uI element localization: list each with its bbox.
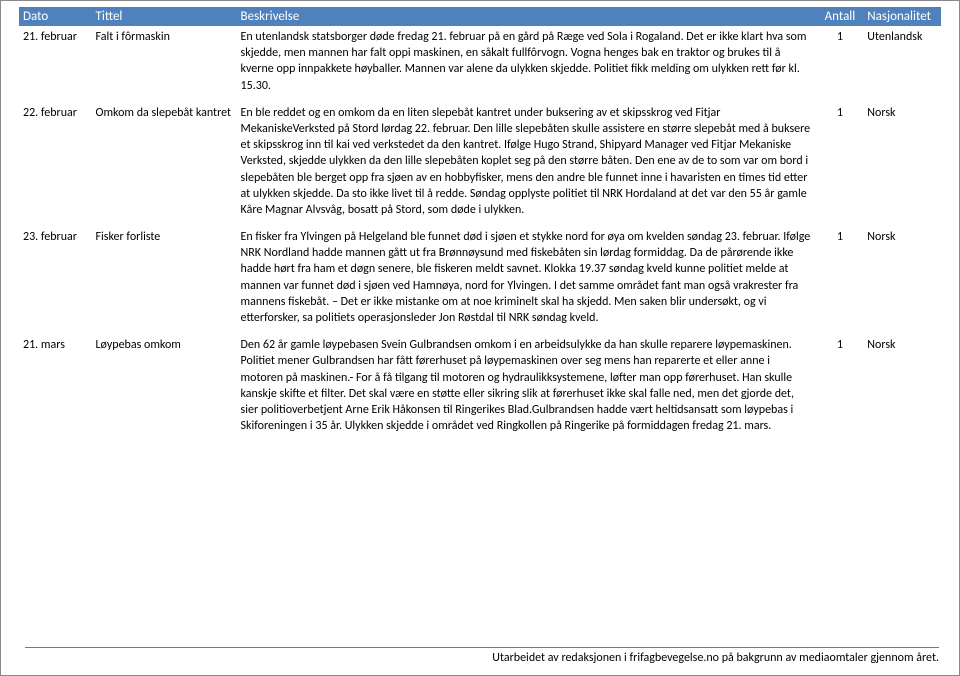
- cell-nasjonalitet: Norsk: [863, 334, 941, 442]
- table-row: 21. februar Falt i fôrmaskin En utenland…: [19, 26, 941, 102]
- cell-dato: 23. februar: [19, 226, 92, 334]
- table-row: 21. mars Løypebas omkom Den 62 år gamle …: [19, 334, 941, 442]
- cell-tittel: Falt i fôrmaskin: [92, 26, 237, 102]
- cell-tittel: Fisker forliste: [92, 226, 237, 334]
- cell-nasjonalitet: Norsk: [863, 226, 941, 334]
- cell-beskrivelse: En utenlandsk statsborger døde fredag 21…: [237, 26, 817, 102]
- cell-tittel: Løypebas omkom: [92, 334, 237, 442]
- cell-beskrivelse: Den 62 år gamle løypebasen Svein Gulbran…: [237, 334, 817, 442]
- col-header-tittel: Tittel: [92, 7, 237, 26]
- cell-antall: 1: [817, 334, 864, 442]
- cell-nasjonalitet: Utenlandsk: [863, 26, 941, 102]
- cell-beskrivelse: En ble reddet og en omkom da en liten sl…: [237, 102, 817, 226]
- cell-beskrivelse: En fisker fra Ylvingen på Helgeland ble …: [237, 226, 817, 334]
- page: Dato Tittel Beskrivelse Antall Nasjonali…: [0, 0, 960, 676]
- cell-dato: 21. februar: [19, 26, 92, 102]
- cell-tittel: Omkom da slepebåt kantret: [92, 102, 237, 226]
- col-header-beskrivelse: Beskrivelse: [237, 7, 817, 26]
- col-header-dato: Dato: [19, 7, 92, 26]
- cell-nasjonalitet: Norsk: [863, 102, 941, 226]
- col-header-nasjonalitet: Nasjonalitet: [863, 7, 941, 26]
- cell-antall: 1: [817, 26, 864, 102]
- incident-table: Dato Tittel Beskrivelse Antall Nasjonali…: [19, 7, 941, 442]
- table-row: 22. februar Omkom da slepebåt kantret En…: [19, 102, 941, 226]
- col-header-antall: Antall: [817, 7, 864, 26]
- table-header: Dato Tittel Beskrivelse Antall Nasjonali…: [19, 7, 941, 26]
- cell-dato: 21. mars: [19, 334, 92, 442]
- table-row: 23. februar Fisker forliste En fisker fr…: [19, 226, 941, 334]
- cell-dato: 22. februar: [19, 102, 92, 226]
- cell-beskrivelse-text: En fisker fra Ylvingen på Helgeland ble …: [241, 229, 813, 326]
- footer-text: Utarbeidet av redaksjonen i frifagbevege…: [25, 647, 939, 665]
- cell-antall: 1: [817, 102, 864, 226]
- cell-antall: 1: [817, 226, 864, 334]
